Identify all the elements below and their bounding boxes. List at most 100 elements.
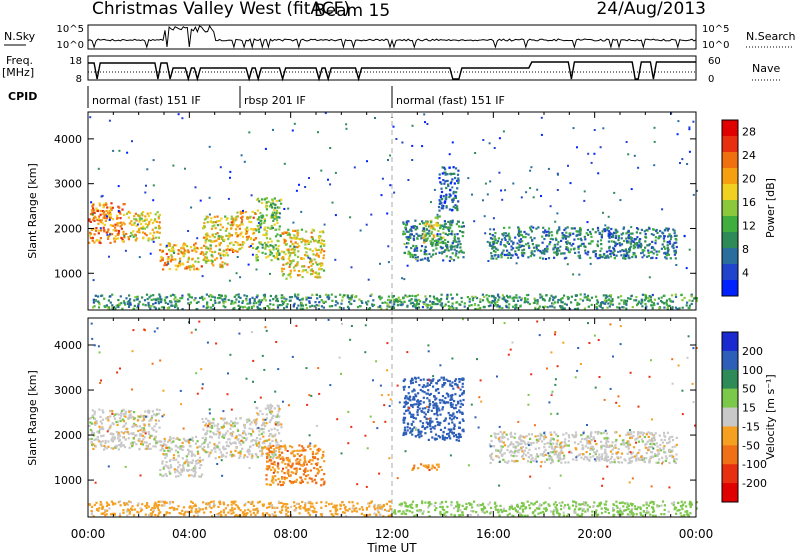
data-cell: [416, 303, 419, 306]
data-cell: [117, 448, 120, 451]
scatter-cell: [379, 262, 381, 265]
data-cell: [441, 198, 444, 201]
data-cell: [182, 468, 185, 471]
data-cell: [301, 297, 304, 300]
data-cell: [174, 302, 177, 306]
data-cell: [460, 249, 463, 252]
data-cell: [444, 173, 447, 176]
scatter-cell: [675, 264, 678, 266]
data-cell: [260, 216, 263, 219]
data-cell: [249, 302, 252, 305]
data-cell: [558, 228, 561, 231]
data-cell: [223, 417, 226, 420]
data-cell: [579, 227, 582, 230]
data-cell: [92, 447, 95, 450]
data-cell: [197, 257, 200, 260]
data-cell: [194, 467, 197, 470]
data-cell: [287, 471, 290, 474]
data-cell: [192, 505, 195, 508]
data-cell: [120, 414, 123, 417]
scatter-cell: [619, 199, 622, 202]
data-cell: [313, 258, 316, 261]
data-cell: [522, 502, 525, 505]
data-cell: [255, 454, 258, 457]
data-cell: [652, 503, 655, 506]
data-cell: [379, 506, 382, 509]
data-cell: [111, 410, 114, 413]
data-cell: [600, 236, 603, 239]
data-cell: [319, 276, 322, 279]
data-cell: [320, 501, 323, 504]
data-cell: [131, 445, 134, 448]
data-cell: [529, 236, 532, 239]
data-cell: [209, 293, 212, 297]
data-cell: [402, 297, 405, 300]
data-cell: [140, 414, 143, 417]
data-cell: [252, 305, 255, 308]
data-cell: [316, 452, 319, 455]
data-cell: [673, 508, 676, 511]
data-cell: [265, 243, 268, 246]
data-cell: [151, 506, 154, 510]
data-cell: [230, 455, 234, 458]
scatter-cell: [520, 196, 523, 199]
data-cell: [211, 234, 214, 237]
data-cell: [410, 233, 413, 236]
scatter-cell: [240, 154, 243, 157]
data-cell: [283, 307, 286, 310]
data-cell: [142, 431, 146, 434]
data-cell: [448, 193, 451, 196]
data-cell: [114, 446, 117, 449]
data-cell: [280, 297, 283, 300]
data-cell: [545, 248, 548, 251]
data-cell: [194, 297, 197, 300]
data-cell: [191, 501, 194, 504]
data-cell: [137, 304, 140, 307]
data-cell: [167, 449, 170, 452]
data-cell: [318, 237, 321, 240]
data-cell: [254, 237, 258, 240]
data-cell: [274, 449, 277, 453]
data-cell: [453, 233, 456, 236]
data-cell: [150, 305, 153, 308]
data-cell: [252, 430, 255, 433]
data-cell: [266, 506, 269, 509]
data-cell: [361, 508, 364, 511]
data-cell: [123, 213, 126, 216]
data-cell: [111, 436, 114, 439]
data-cell: [274, 415, 277, 418]
data-cell: [626, 241, 629, 244]
data-cell: [302, 257, 305, 260]
data-cell: [488, 295, 491, 298]
data-cell: [173, 294, 176, 297]
data-cell: [301, 304, 304, 307]
data-cell: [349, 296, 352, 300]
data-cell: [321, 453, 325, 457]
data-cell: [313, 271, 316, 274]
data-cell: [417, 302, 420, 306]
data-cell: [188, 468, 191, 472]
data-cell: [117, 233, 120, 236]
data-cell: [127, 432, 130, 435]
data-cell: [140, 212, 143, 215]
data-cell: [218, 428, 221, 431]
data-cell: [323, 480, 326, 483]
data-cell: [224, 298, 227, 301]
data-cell: [115, 420, 118, 424]
data-cell: [205, 306, 208, 309]
data-cell: [596, 244, 599, 248]
data-cell: [562, 514, 565, 517]
data-cell: [578, 254, 581, 257]
data-cell: [587, 233, 590, 236]
scatter-cell: [292, 221, 295, 224]
data-cell: [322, 239, 326, 243]
data-cell: [259, 223, 262, 226]
data-cell: [379, 298, 382, 301]
data-cell: [617, 236, 620, 239]
data-cell: [496, 248, 499, 251]
data-cell: [663, 508, 666, 511]
data-cell: [309, 296, 312, 299]
data-cell: [444, 180, 447, 183]
data-cell: [258, 500, 262, 503]
data-cell: [654, 239, 657, 242]
